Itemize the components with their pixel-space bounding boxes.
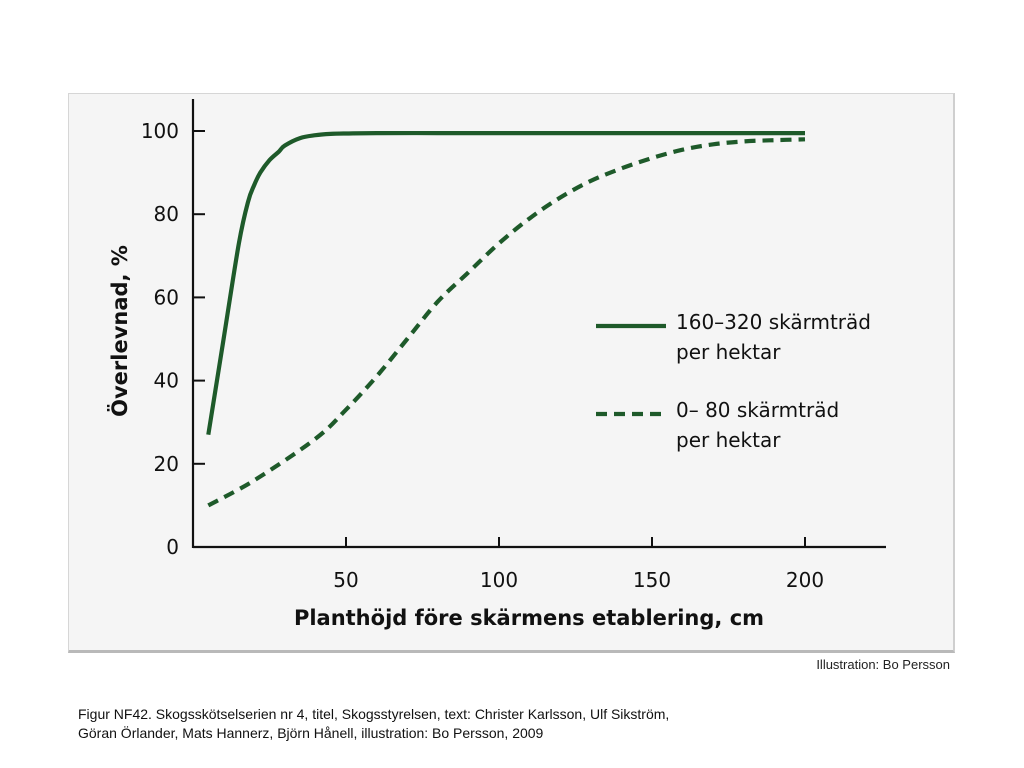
- caption-line-1: Figur NF42. Skogsskötselserien nr 4, tit…: [78, 706, 670, 722]
- y-tick-labels: 0 20 40 60 80 100: [141, 119, 205, 559]
- y-tick-label: 40: [154, 369, 179, 393]
- figure-panel: 0 20 40 60 80 100 50 100 150 200 Planthöjd före …: [68, 93, 955, 653]
- y-tick-label: 80: [154, 202, 179, 226]
- x-axis-title: Planthöjd före skärmens etablering, cm: [294, 606, 764, 630]
- x-tick-labels: 50 100 150 200: [333, 537, 824, 592]
- series-lines: [206, 130, 806, 508]
- illustration-credit: Illustration: Bo Persson: [816, 657, 950, 672]
- legend-label: 160–320 skärmträd: [676, 310, 871, 334]
- y-axis-title: Överlevnad, %: [107, 245, 132, 417]
- survival-chart: 0 20 40 60 80 100 50 100 150 200 Planthöjd före …: [107, 99, 886, 630]
- caption-line-2: Göran Örlander, Mats Hannerz, Björn Håne…: [78, 725, 544, 741]
- y-tick-label: 0: [166, 535, 179, 559]
- y-tick-label: 100: [141, 119, 179, 143]
- x-tick-label: 100: [480, 568, 518, 592]
- x-tick-label: 200: [786, 568, 824, 592]
- legend-label: 0– 80 skärmträd: [676, 398, 839, 422]
- series-line-160-320: [206, 130, 805, 436]
- chart-legend: 160–320 skärmträd per hektar 0– 80 skärmtr…: [596, 310, 871, 452]
- y-tick-label: 60: [154, 285, 179, 309]
- y-tick-label: 20: [154, 452, 179, 476]
- legend-label: per hektar: [676, 340, 781, 364]
- x-tick-label: 50: [333, 568, 358, 592]
- legend-label: per hektar: [676, 428, 781, 452]
- series-line-0-80: [207, 137, 806, 508]
- figure-caption: Figur NF42. Skogsskötselserien nr 4, tit…: [78, 705, 878, 743]
- x-tick-label: 150: [633, 568, 671, 592]
